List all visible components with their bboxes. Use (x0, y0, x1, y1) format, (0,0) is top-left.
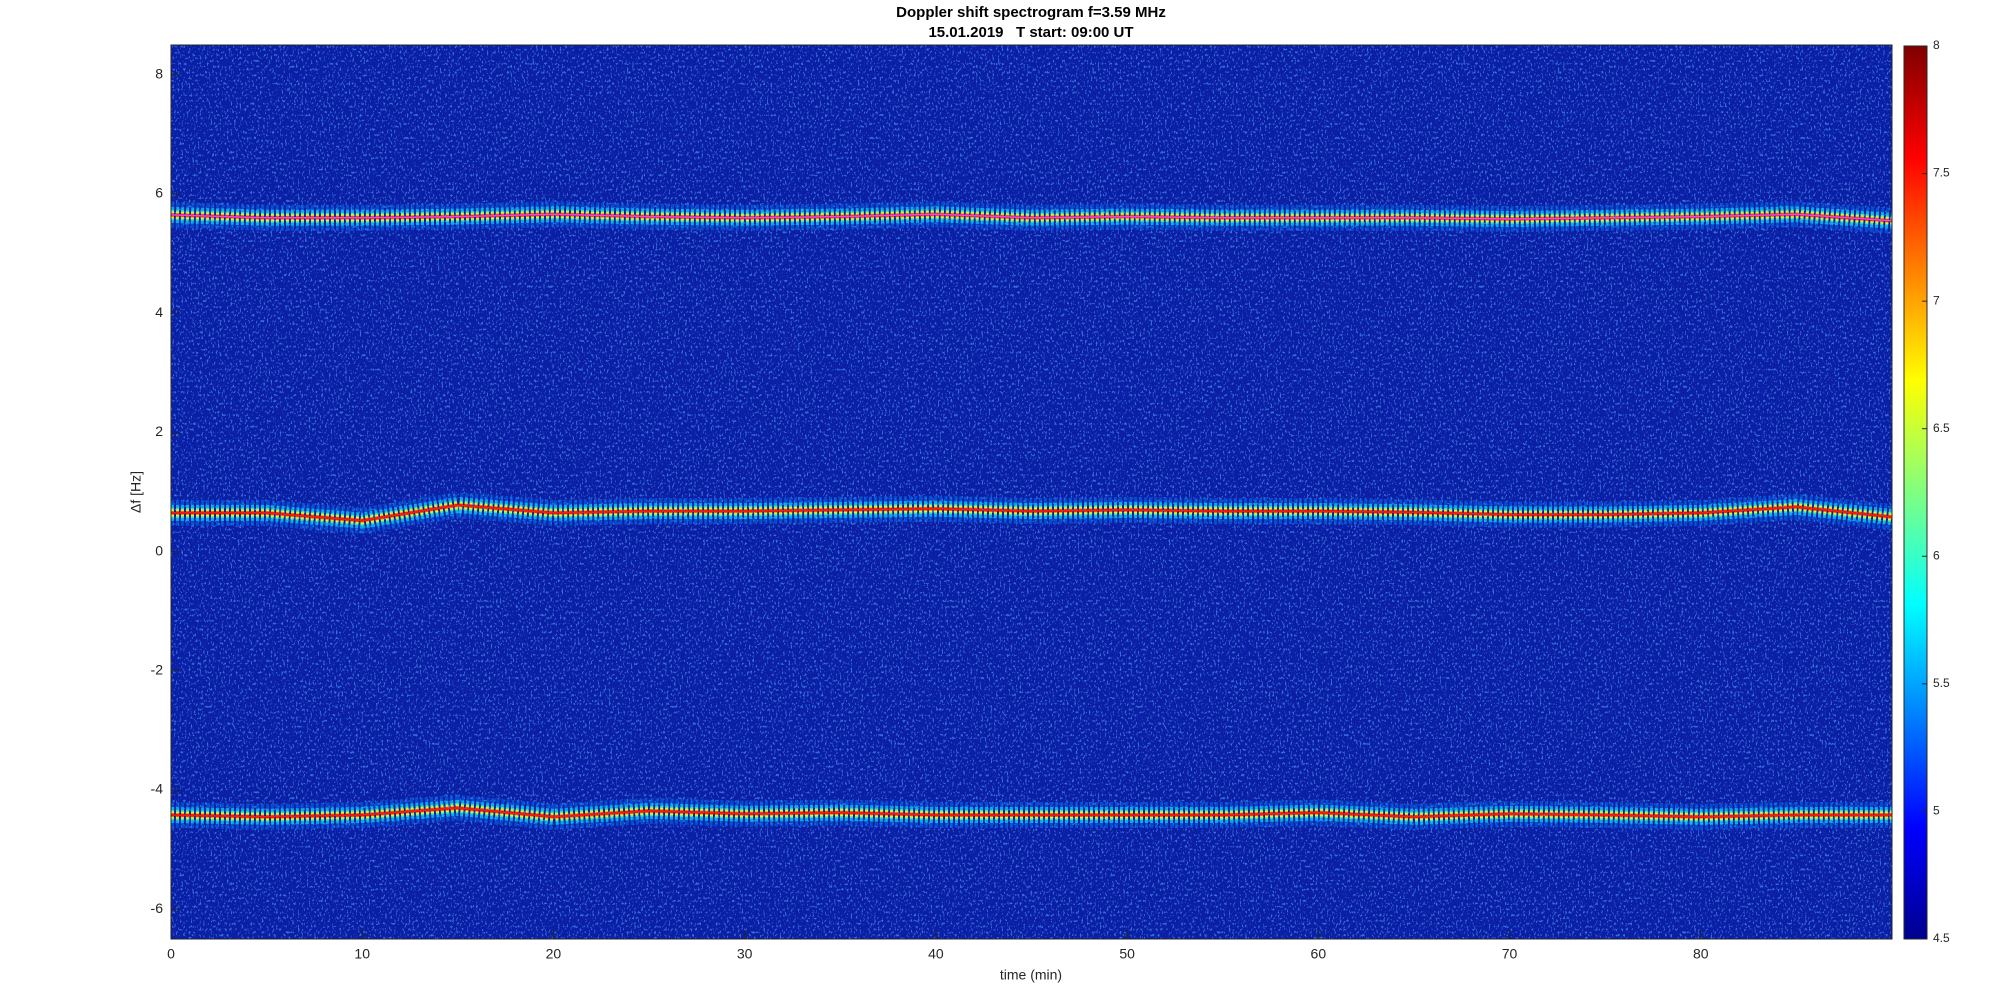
trace-line (171, 807, 1892, 818)
chart-subtitle: 15.01.2019 T start: 09:00 UT (928, 24, 1133, 41)
y-tick-label: 2 (155, 423, 163, 439)
colorbar (1903, 45, 1928, 940)
colorbar-tick-label: 7.5 (1933, 166, 1950, 180)
trace-line (171, 213, 1892, 222)
colorbar-tick-label: 5.5 (1933, 676, 1950, 690)
y-tick-label: 4 (155, 304, 163, 320)
x-tick-label: 80 (1693, 946, 1709, 962)
x-axis-label: time (min) (1000, 967, 1062, 983)
colorbar-tick-label: 6.5 (1933, 421, 1950, 435)
x-tick-label: 70 (1502, 946, 1518, 962)
trace-line (171, 504, 1892, 522)
x-tick-label: 30 (737, 946, 753, 962)
x-tick-label: 60 (1311, 946, 1327, 962)
colorbar-tick-label: 4.5 (1933, 931, 1950, 945)
y-tick-label: -6 (151, 900, 164, 916)
colorbar-tick-label: 7 (1933, 293, 1940, 307)
colorbar-tick-label: 6 (1933, 548, 1940, 562)
x-tick-label: 0 (167, 946, 175, 962)
traces (171, 201, 1892, 830)
y-tick-label: 0 (155, 542, 163, 558)
y-axis-label: Δf [Hz] (128, 471, 144, 513)
x-tick-label: 20 (546, 946, 562, 962)
x-tick-label: 40 (928, 946, 944, 962)
plot-frame (170, 44, 1893, 940)
colorbar-tick-label: 8 (1933, 38, 1940, 52)
noise-texture (171, 45, 1892, 939)
y-tick-label: -2 (151, 662, 164, 678)
x-tick-label: 10 (354, 946, 370, 962)
chart-title: Doppler shift spectrogram f=3.59 MHz (896, 4, 1166, 21)
colorbar-tick-label: 5 (1933, 804, 1940, 818)
x-tick-label: 50 (1119, 946, 1135, 962)
y-tick-label: -4 (151, 781, 164, 797)
y-tick-label: 8 (155, 66, 163, 82)
y-tick-label: 6 (155, 185, 163, 201)
